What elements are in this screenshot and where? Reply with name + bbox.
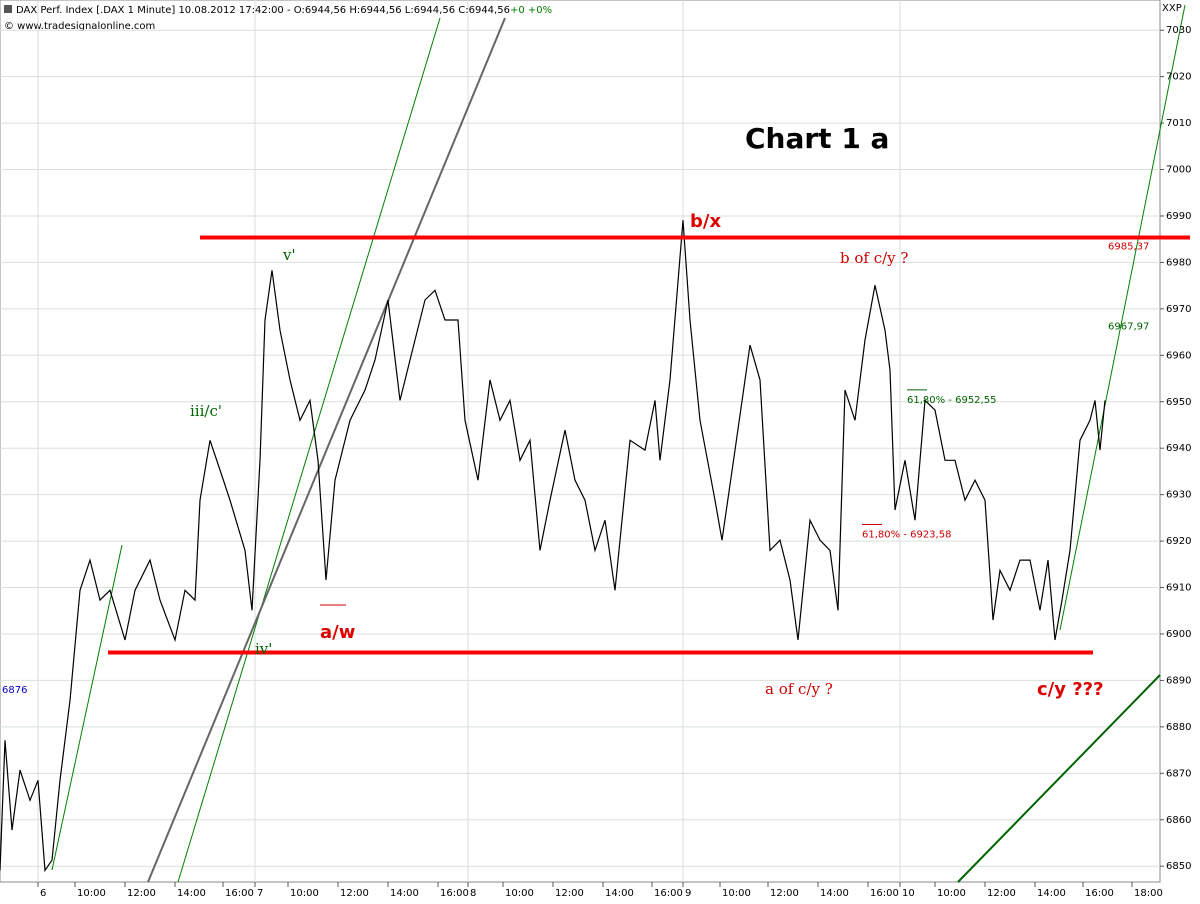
- y-tick-label: 7000: [1166, 165, 1191, 176]
- x-tick-label: 12:00: [987, 888, 1016, 899]
- y-tick-label: 6960: [1166, 350, 1191, 361]
- x-tick-label: 10:00: [505, 888, 534, 899]
- chart-title: Chart 1 a: [745, 122, 889, 155]
- x-tick-label: 7: [257, 888, 263, 899]
- annotation: v': [282, 246, 296, 264]
- y-tick-label: 6920: [1166, 536, 1191, 547]
- y-tick-label: 7010: [1166, 118, 1191, 129]
- y-tick-label: 6980: [1166, 257, 1191, 268]
- x-tick-label: 12:00: [340, 888, 369, 899]
- y-tick-label: 6990: [1166, 211, 1191, 222]
- y-tick-label: 6970: [1166, 304, 1191, 315]
- trend-line: [177, 17, 441, 883]
- x-tick-label: 16:00: [1085, 888, 1114, 899]
- y-tick-label: 7020: [1166, 72, 1191, 83]
- annotation: iv': [255, 640, 272, 658]
- x-tick-label: 16:00: [440, 888, 469, 899]
- x-tick-label: 10:00: [722, 888, 751, 899]
- x-tick-label: 18:00: [1134, 888, 1163, 899]
- price-line: [0, 220, 1106, 873]
- y-tick-label: 6910: [1166, 583, 1191, 594]
- trend-line: [957, 674, 1161, 883]
- annotation: a of c/y ?: [765, 680, 833, 698]
- y-tick-label: 6900: [1166, 629, 1191, 640]
- x-tick-label: 14:00: [605, 888, 634, 899]
- trend-line: [147, 17, 506, 883]
- price-tag: 6985,37: [1108, 241, 1149, 252]
- x-tick-label: 14:00: [177, 888, 206, 899]
- x-tick-label: 6: [40, 888, 46, 899]
- trend-line: [51, 544, 123, 871]
- x-tick-label: 14:00: [390, 888, 419, 899]
- x-tick-label: 14:00: [1037, 888, 1066, 899]
- plot-area: [0, 0, 1161, 883]
- change: +0 +0%: [510, 5, 552, 16]
- x-tick-label: 10:00: [77, 888, 106, 899]
- y-tick-label: 6930: [1166, 490, 1191, 501]
- x-tick-label: 16:00: [654, 888, 683, 899]
- y-tick-label: 6940: [1166, 443, 1191, 454]
- corner-label: XXP: [1162, 3, 1182, 14]
- y-tick-label: 6860: [1166, 815, 1191, 826]
- header: DAX Perf. Index [.DAX 1 Minute] 10.08.20…: [16, 5, 510, 16]
- x-tick-label: 12:00: [555, 888, 584, 899]
- trend-line: [1059, 4, 1186, 631]
- x-tick-label: 12:00: [127, 888, 156, 899]
- y-tick-label: 6870: [1166, 768, 1191, 779]
- x-tick-label: 14:00: [820, 888, 849, 899]
- x-tick-label: 10:00: [937, 888, 966, 899]
- price-tag: 6967,97: [1108, 321, 1149, 332]
- x-tick-label: 9: [685, 888, 691, 899]
- annotation: b/x: [690, 211, 721, 232]
- y-tick-label: 6950: [1166, 397, 1191, 408]
- x-tick-label: 16:00: [870, 888, 899, 899]
- x-tick-label: 16:00: [225, 888, 254, 899]
- fib-label: 61,80% - 6952,55: [907, 395, 996, 406]
- x-tick-label: 8: [470, 888, 476, 899]
- x-tick-label: 10: [902, 888, 915, 899]
- x-tick-label: 10:00: [290, 888, 319, 899]
- icon: [4, 5, 12, 13]
- y-tick-label: 6890: [1166, 675, 1191, 686]
- copyright: © www.tradesignalonline.com: [4, 21, 155, 32]
- annotation: b of c/y ?: [840, 249, 908, 267]
- annotation: a/w: [320, 622, 355, 643]
- annotation: iii/c': [190, 402, 222, 420]
- y-tick-label: 6880: [1166, 722, 1191, 733]
- annotation: c/y ???: [1037, 679, 1104, 700]
- y-tick-label: 6850: [1166, 861, 1191, 872]
- fib-label: 61,80% - 6923,58: [862, 529, 951, 540]
- annotation: 6876: [2, 685, 27, 696]
- y-tick-label: 7030: [1166, 25, 1191, 36]
- x-tick-label: 12:00: [770, 888, 799, 899]
